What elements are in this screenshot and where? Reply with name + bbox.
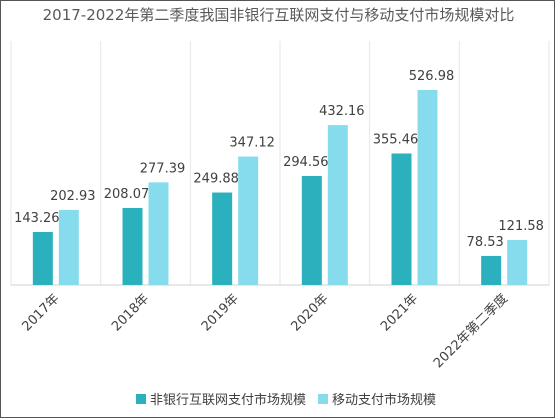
bar xyxy=(507,240,528,285)
x-tick-label: 2018年 xyxy=(109,291,152,334)
x-tick-label: 2022年第二季度 xyxy=(430,291,511,372)
x-tick-label: 2021年 xyxy=(378,291,421,334)
value-label: 202.93 xyxy=(50,189,96,204)
x-tick-label: 2019年 xyxy=(199,291,242,334)
x-tick-label: 2020年 xyxy=(288,291,331,334)
value-label: 208.07 xyxy=(104,187,150,202)
legend-swatch xyxy=(136,394,146,404)
x-tick-label: 2017年 xyxy=(19,291,62,334)
value-label: 143.26 xyxy=(14,211,60,226)
value-label: 347.12 xyxy=(229,136,275,151)
value-label: 78.53 xyxy=(467,235,504,250)
chart-title: 2017-2022年第二季度我国非银行互联网支付与移动支付市场规模对比 xyxy=(42,6,515,24)
bar xyxy=(32,231,53,285)
value-label: 526.98 xyxy=(409,69,455,84)
bar xyxy=(327,125,348,285)
legend-label: 非银行互联网支付市场规模 xyxy=(150,392,306,408)
value-label: 432.16 xyxy=(319,104,365,119)
bar xyxy=(212,192,233,285)
bar xyxy=(417,90,438,285)
bar xyxy=(122,208,143,285)
bar xyxy=(148,182,169,285)
legend-label: 移动支付市场规模 xyxy=(332,392,436,408)
bar xyxy=(301,176,322,285)
value-label: 294.56 xyxy=(283,155,329,170)
legend-swatch xyxy=(318,394,329,404)
value-label: 355.46 xyxy=(373,132,419,147)
value-label: 277.39 xyxy=(140,161,186,176)
value-label: 121.58 xyxy=(498,219,544,234)
bar xyxy=(391,153,412,285)
bar xyxy=(481,255,502,285)
bar xyxy=(238,156,259,285)
bar xyxy=(58,209,79,285)
value-label: 249.88 xyxy=(193,172,239,187)
